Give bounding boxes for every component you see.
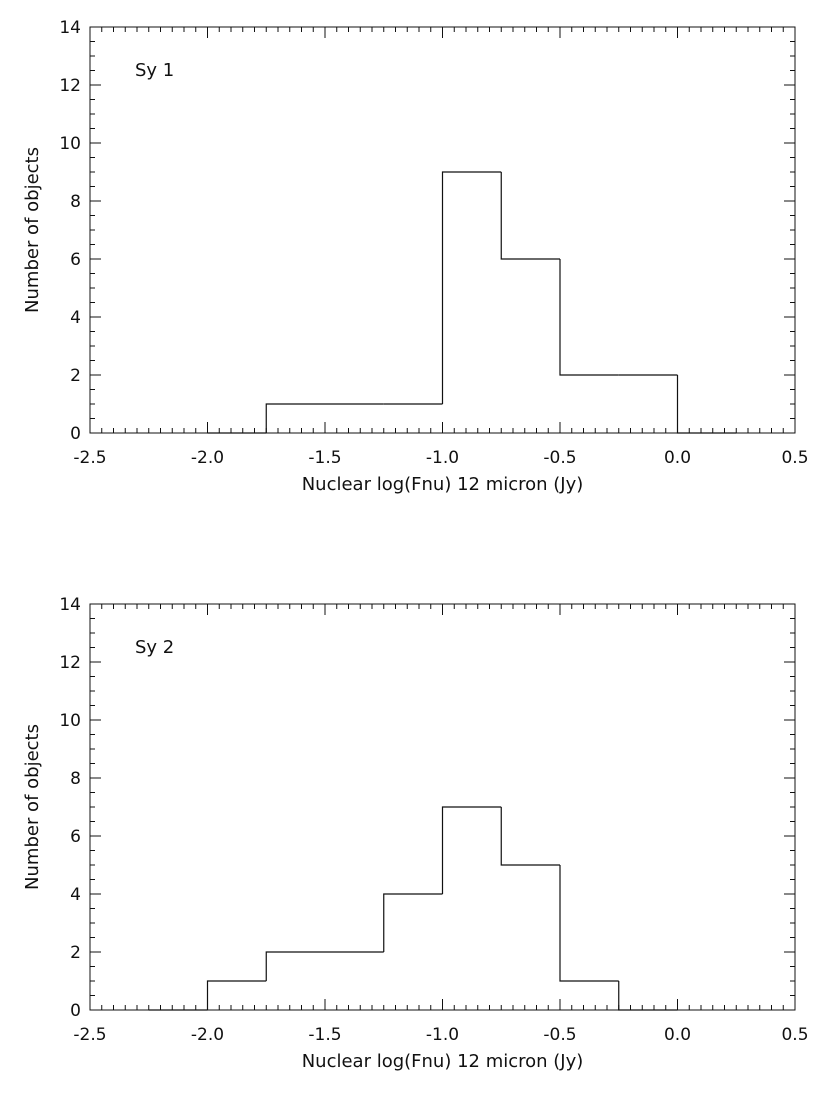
x-tick-label: -1.5 [308, 448, 341, 468]
y-tick-label: 4 [70, 308, 81, 328]
histogram-panel-sy1: -2.5 -2.0 -1.5 -1.0 -0.5 0.0 0.5 0 2 4 6 8 10 12 14 Nuc… [22, 18, 809, 495]
x-tick-label: -2.5 [73, 1025, 106, 1045]
x-tick-label: -2.5 [73, 448, 106, 468]
y-tick-label: 6 [70, 827, 81, 847]
x-tick-label: -0.5 [543, 448, 576, 468]
y-tick-label: 12 [59, 76, 81, 96]
histogram-bin [441, 806, 502, 894]
histogram-bin [265, 403, 325, 433]
histogram-bin [383, 893, 443, 952]
histogram-bin [500, 172, 560, 260]
y-tick-label: 0 [70, 1001, 81, 1021]
x-tick-label: -2.0 [191, 448, 224, 468]
histogram-bin [559, 259, 619, 376]
y-axis-title: Number of objects [22, 724, 43, 890]
y-axis-title: Number of objects [22, 147, 43, 313]
y-tick-label: 14 [59, 595, 81, 615]
x-tick-label: -1.5 [308, 1025, 341, 1045]
x-axis-title: Nuclear log(Fnu) 12 micron (Jy) [302, 474, 584, 495]
x-axis-title: Nuclear log(Fnu) 12 micron (Jy) [302, 1051, 584, 1072]
y-tick-label: 10 [59, 711, 81, 731]
y-tick-label: 14 [59, 18, 81, 38]
y-tick-label: 10 [59, 134, 81, 154]
y-tick-label: 6 [70, 250, 81, 270]
y-tick-label: 2 [70, 366, 81, 386]
histogram-bin [441, 171, 502, 404]
x-tick-label: 0.5 [781, 448, 808, 468]
y-tick-label: 8 [70, 192, 81, 212]
histogram-bin [500, 807, 560, 866]
histogram-bin [618, 981, 678, 1011]
x-tick-label: 0.5 [781, 1025, 808, 1045]
histogram-panel-sy2: -2.5 -2.0 -1.5 -1.0 -0.5 0.0 0.5 0 2 4 6 8 10 12 14 Nuc… [22, 595, 809, 1072]
x-tick-label: 0.0 [664, 448, 691, 468]
histogram-bin [206, 980, 267, 1010]
x-tick-label: -1.0 [426, 1025, 459, 1045]
panel-annotation: Sy 2 [135, 637, 174, 658]
y-tick-label: 2 [70, 943, 81, 963]
panel-annotation: Sy 1 [135, 60, 174, 81]
y-tick-label: 0 [70, 424, 81, 444]
y-tick-label: 12 [59, 653, 81, 673]
x-tick-label: -1.0 [426, 448, 459, 468]
y-tick-label: 4 [70, 885, 81, 905]
histogram-bin [676, 375, 737, 434]
histogram-bin [559, 865, 619, 982]
x-tick-label: 0.0 [664, 1025, 691, 1045]
x-tick-label: -2.0 [191, 1025, 224, 1045]
y-tick-label: 8 [70, 769, 81, 789]
x-tick-label: -0.5 [543, 1025, 576, 1045]
histogram-bin [265, 951, 325, 981]
